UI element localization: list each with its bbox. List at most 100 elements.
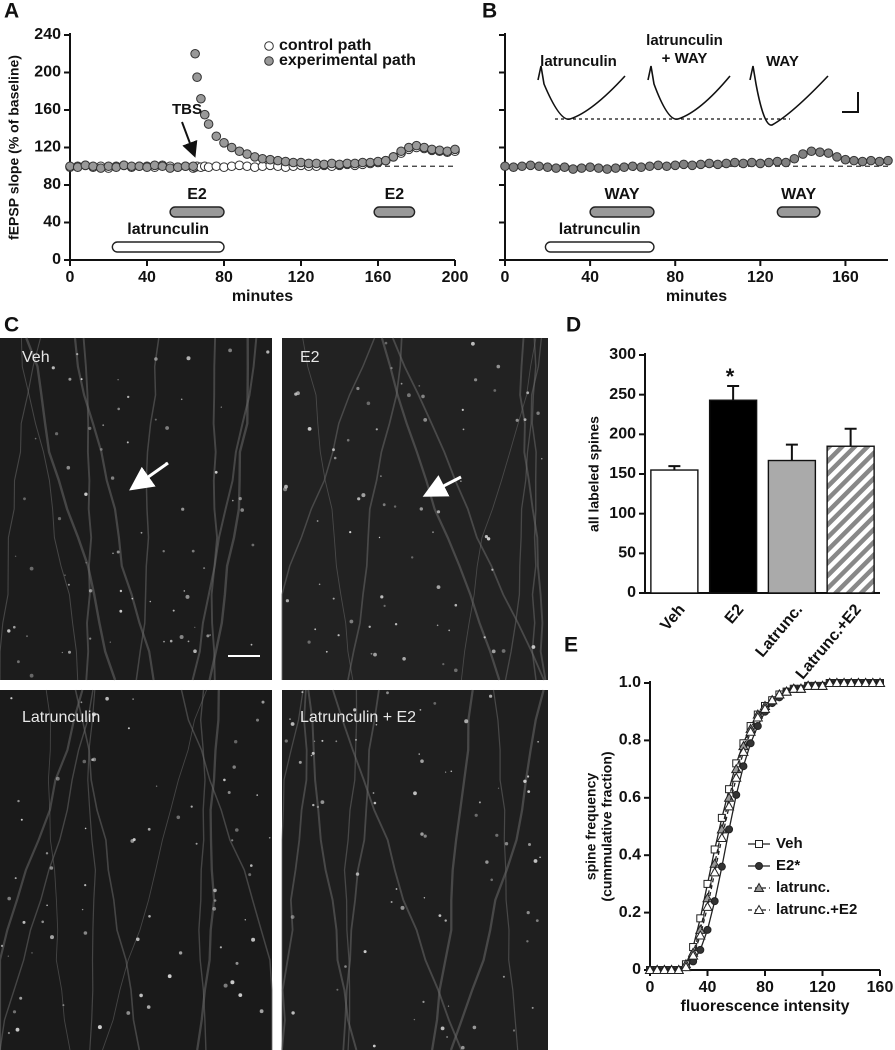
y-axis-label: fEPSP slope (% of baseline) [6,55,22,240]
spine [531,1006,534,1009]
marker [874,677,886,687]
spine [235,828,239,832]
data-point [190,48,200,59]
spine [191,549,195,553]
data-point [568,164,578,174]
spine [471,341,475,346]
spine [29,566,34,571]
panel-label: C [4,314,19,337]
spine [313,740,316,742]
spine [418,385,421,387]
spine [231,839,234,842]
data-point [866,155,876,166]
data-point [111,162,121,172]
spine [383,604,386,608]
data-point [798,149,808,159]
data-point [192,72,202,82]
spine [62,1004,65,1007]
spine [223,778,226,782]
spine [386,691,389,695]
spine [214,470,218,474]
spine [19,996,23,1000]
legend-label: E2* [776,857,800,874]
dendrite [460,337,537,681]
spine [148,915,151,918]
spine [17,660,20,664]
data-point [525,160,536,171]
spine [10,697,13,700]
data-point [508,162,519,172]
spine [66,465,71,470]
spine [316,520,319,522]
spine [88,589,93,593]
spine [413,791,417,796]
marker [673,964,685,974]
dendrite [82,337,93,681]
spine [307,640,311,644]
x-tick-label: 160 [365,269,392,286]
spine [444,919,447,922]
spine [213,888,217,893]
spine [92,757,97,762]
data-point [534,161,544,172]
spine [407,393,411,398]
spine [240,508,244,512]
x-tick-label: 80 [215,269,233,286]
data-point [593,163,604,173]
spine [363,950,367,954]
spine [154,418,157,421]
data-point [815,147,825,157]
spine [185,594,190,599]
x-tick-label: 200 [442,269,469,286]
y-tick-label: 1.0 [619,674,641,691]
data-point [196,93,206,104]
data-point [585,162,595,172]
legend-label: latrunc.+E2 [776,901,857,918]
series-line [650,682,880,971]
dendrite [331,689,463,1050]
spine [349,619,354,624]
spine [23,497,26,501]
dendrite [380,337,501,681]
dendrite [198,689,207,1050]
spine [256,718,259,722]
data-point [380,155,391,166]
data-point [188,161,198,172]
spine [332,597,335,600]
spine [390,901,393,903]
spine [80,378,83,381]
spine [251,543,255,547]
spine [491,649,496,654]
spine [80,701,83,704]
trace [537,65,626,120]
legend-label: experimental path [279,52,416,69]
spine [320,800,325,804]
dendrite [0,689,84,1050]
dendrite [196,689,220,1050]
image-label: Latrunculin + E2 [300,709,416,726]
spine [68,650,71,654]
spine [527,790,531,793]
spine [290,915,295,919]
x-tick-label: 120 [288,269,315,286]
error-bar [785,443,798,461]
x-tick-label: Veh [657,601,688,634]
error-bar [844,427,857,447]
legend-label: Veh [776,835,803,852]
marker [802,680,814,690]
y-tick-label: 0 [632,961,641,978]
annotation: TBS [172,101,202,118]
marker [738,746,749,756]
bar [650,469,699,594]
marker [766,694,778,705]
spine [423,897,426,899]
spine [474,813,478,817]
spine [316,805,320,809]
spine [105,696,109,701]
marker [860,677,871,687]
spine [393,505,397,508]
data-point [695,159,706,170]
spine [526,940,529,943]
spine [420,832,424,836]
dendrite [531,337,537,681]
